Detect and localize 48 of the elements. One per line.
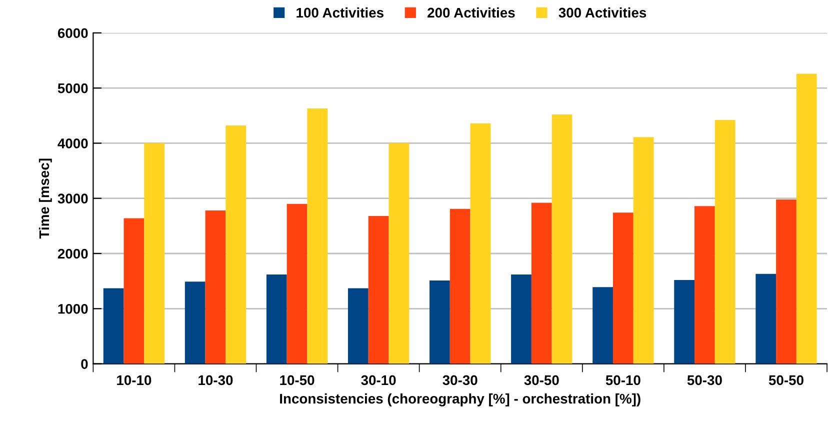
y-tick-label: 5000 bbox=[58, 83, 88, 94]
bar bbox=[776, 199, 796, 364]
bar bbox=[612, 212, 634, 364]
legend-label: 100 Activities bbox=[296, 7, 384, 18]
bar bbox=[450, 208, 470, 364]
y-tick-label: 3000 bbox=[58, 194, 88, 204]
bar bbox=[103, 288, 124, 364]
bar bbox=[430, 280, 450, 364]
bar bbox=[307, 108, 328, 364]
bar bbox=[388, 143, 410, 364]
bar bbox=[756, 274, 776, 364]
bar bbox=[633, 137, 654, 364]
legend-label: 200 Activities bbox=[428, 7, 515, 18]
bar bbox=[694, 206, 715, 364]
x-tick-label: 10-10 bbox=[117, 375, 152, 386]
bar bbox=[470, 123, 491, 364]
bar bbox=[348, 288, 368, 364]
bar bbox=[205, 210, 226, 364]
bar bbox=[144, 143, 165, 364]
bar bbox=[796, 74, 817, 364]
bar bbox=[226, 126, 246, 364]
bar bbox=[266, 274, 287, 364]
bar bbox=[184, 282, 206, 364]
y-tick-label: 0 bbox=[81, 359, 88, 369]
bar bbox=[592, 287, 613, 364]
x-tick-label: 30-30 bbox=[442, 375, 478, 386]
bar bbox=[552, 114, 572, 364]
y-tick-label: 6000 bbox=[58, 28, 88, 38]
x-tick-label: 10-30 bbox=[198, 375, 233, 386]
bar bbox=[286, 204, 308, 364]
bar bbox=[531, 202, 552, 364]
x-axis-title: Inconsistencies (choreography [%] - orchestration [%]) bbox=[280, 393, 640, 406]
x-tick-label: 50-10 bbox=[606, 375, 640, 386]
legend-label: 300 Activities bbox=[558, 7, 646, 18]
x-tick-label: 30-10 bbox=[361, 375, 396, 386]
bar bbox=[124, 218, 144, 364]
y-tick-label: 2000 bbox=[58, 248, 88, 259]
x-tick-label: 50-30 bbox=[687, 375, 722, 386]
bar bbox=[674, 280, 695, 364]
bar bbox=[511, 274, 532, 364]
y-tick-label: 4000 bbox=[58, 138, 88, 148]
x-tick-label: 30-50 bbox=[524, 375, 559, 386]
x-tick-label: 10-50 bbox=[280, 375, 314, 386]
bar bbox=[368, 216, 389, 364]
x-tick-label: 50-50 bbox=[768, 375, 804, 386]
y-axis-title: Time [msec] bbox=[38, 158, 52, 239]
bar bbox=[714, 120, 736, 364]
y-tick-label: 1000 bbox=[58, 304, 88, 314]
